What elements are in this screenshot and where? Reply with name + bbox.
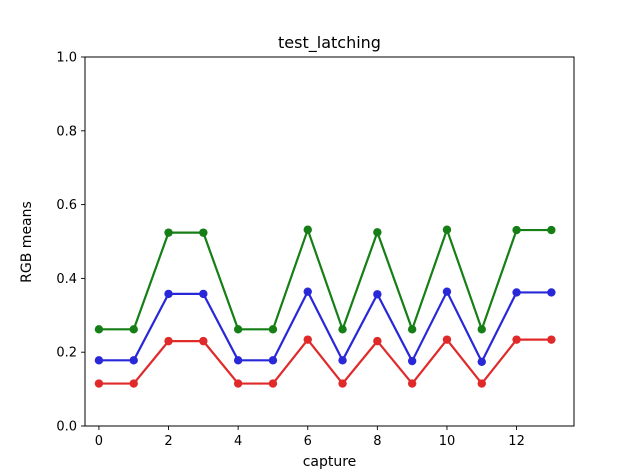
- data-point-blue: [338, 356, 347, 365]
- data-point-red: [547, 335, 556, 344]
- y-tick-label: 1.0: [56, 51, 77, 66]
- data-point-green: [338, 325, 347, 334]
- data-point-red: [164, 336, 173, 346]
- y-tick-label: 0.8: [56, 124, 77, 139]
- data-point-green: [512, 225, 521, 235]
- data-point-red: [512, 335, 521, 344]
- data-point-red: [442, 335, 452, 344]
- data-point-red: [94, 379, 104, 388]
- data-point-green: [303, 225, 312, 234]
- data-point-red: [407, 379, 417, 388]
- data-point-red: [477, 379, 486, 388]
- data-point-green: [268, 325, 278, 334]
- data-point-blue: [199, 289, 208, 299]
- series-line-blue: [97, 290, 553, 363]
- data-point-red: [303, 335, 312, 344]
- data-point-blue: [477, 357, 486, 366]
- data-point-blue: [442, 287, 452, 296]
- chart-title: test_latching: [278, 33, 381, 52]
- data-point-green: [407, 325, 417, 334]
- data-point-green: [477, 325, 486, 334]
- y-tick-label: 0.0: [56, 420, 77, 435]
- data-point-red: [268, 379, 278, 388]
- x-axis-label: capture: [302, 454, 357, 470]
- data-point-red: [199, 336, 208, 346]
- data-point-red: [233, 379, 243, 388]
- y-axis-label: RGB means: [19, 201, 35, 283]
- data-point-green: [373, 228, 382, 237]
- y-tick-label: 0.4: [56, 272, 77, 287]
- series-line-green: [97, 228, 553, 331]
- data-point-blue: [164, 289, 173, 299]
- data-point-blue: [129, 356, 138, 365]
- series-line-red: [97, 338, 553, 385]
- data-point-green: [94, 325, 104, 334]
- data-point-blue: [407, 356, 417, 366]
- data-point-blue: [547, 288, 556, 297]
- y-tick-label: 0.6: [56, 198, 77, 213]
- data-point-blue: [233, 356, 243, 365]
- data-point-green: [164, 228, 173, 237]
- y-tick-label: 0.2: [56, 346, 77, 361]
- data-point-blue: [303, 287, 312, 296]
- x-tick-label: 0: [95, 434, 103, 449]
- x-tick-label: 12: [508, 434, 525, 449]
- x-tick-label: 10: [439, 434, 456, 449]
- data-point-green: [199, 228, 208, 237]
- plot-border: [84, 56, 575, 427]
- data-point-green: [233, 325, 243, 334]
- data-point-blue: [512, 288, 521, 297]
- data-point-blue: [268, 356, 278, 365]
- x-tick-label: 6: [304, 434, 312, 449]
- data-point-blue: [373, 290, 382, 299]
- data-point-green: [129, 325, 138, 334]
- data-point-red: [338, 379, 347, 388]
- data-point-blue: [94, 356, 104, 365]
- data-point-green: [547, 225, 556, 235]
- data-point-red: [129, 379, 138, 388]
- data-point-red: [373, 336, 382, 346]
- x-tick-label: 2: [164, 434, 172, 449]
- data-point-green: [442, 225, 452, 234]
- x-tick-label: 4: [234, 434, 242, 449]
- x-tick-label: 8: [373, 434, 381, 449]
